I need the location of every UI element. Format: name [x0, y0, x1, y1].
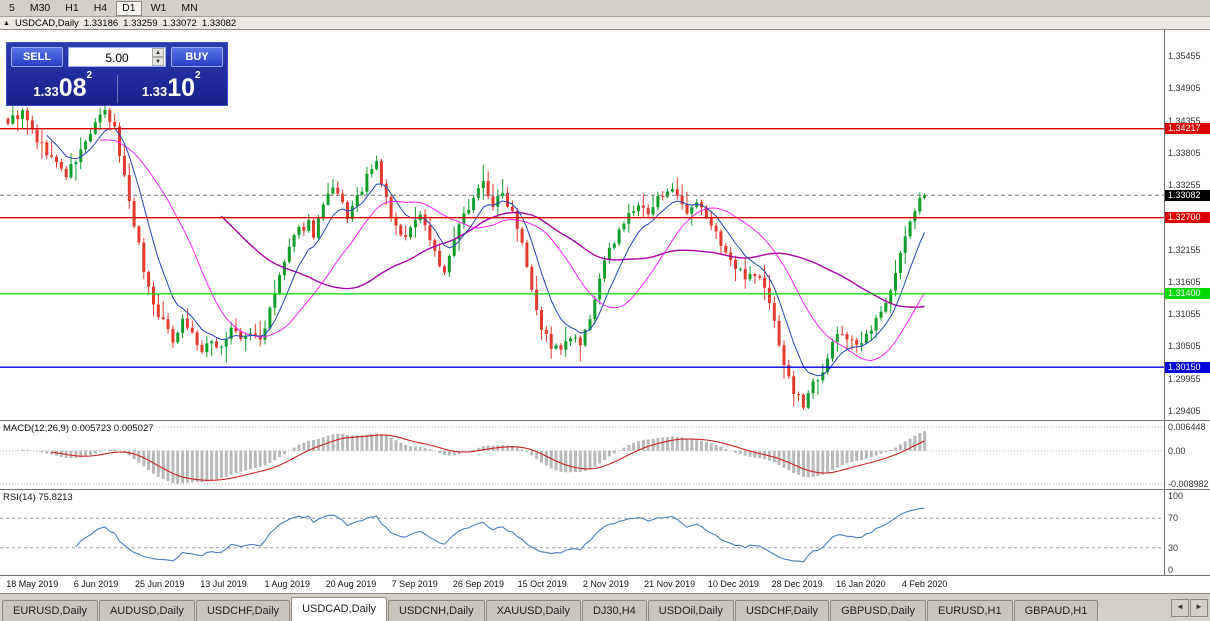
date-label: 2 Nov 2019 — [582, 579, 629, 589]
price-axis-label: 1.29405 — [1168, 405, 1201, 416]
timeframe-button-m30[interactable]: M30 — [29, 1, 51, 14]
tab-scroll-left-button[interactable]: ◄ — [1171, 599, 1189, 617]
date-label: 20 Aug 2019 — [325, 579, 377, 589]
price-line-tag: 1.30150 — [1165, 361, 1210, 373]
price-axis: 1.35455 1.34905 1.34355 1.33805 1.33255 1.327… — [1164, 30, 1210, 420]
macd-indicator-panel[interactable]: MACD(12,26,9) 0.005723 0.005027 0.006448… — [0, 420, 1210, 489]
chart-tab-gbpaud-h1[interactable]: GBPAUD,H1 — [1013, 600, 1099, 621]
buy-button[interactable]: BUY — [171, 47, 223, 67]
chart-tab-dj30-h4[interactable]: DJ30,H4 — [581, 600, 647, 621]
price-axis-label: 1.29955 — [1168, 373, 1201, 384]
bid-ask-divider — [116, 75, 118, 103]
chart-tab-usdcad-daily[interactable]: USDCAD,Daily — [291, 597, 388, 621]
price-axis-label: 1.35455 — [1168, 51, 1201, 62]
price-axis-label: 1.33805 — [1168, 147, 1201, 158]
candlestick-chart[interactable] — [0, 30, 1164, 420]
main-chart-panel[interactable]: 1.35455 1.34905 1.34355 1.33805 1.33255 1.327… — [0, 30, 1210, 420]
date-label: 7 Sep 2019 — [391, 579, 438, 589]
rsi-indicator-panel[interactable]: RSI(14) 75.8213 100 70 30 0 — [0, 489, 1210, 575]
ask-price: 1.33102 — [141, 70, 201, 102]
rsi-axis-label: 70 — [1168, 513, 1179, 524]
chart-tab-usdchf-daily[interactable]: USDCHF,Daily — [195, 600, 291, 621]
date-label: 26 Sep 2019 — [452, 579, 504, 589]
volume-spinner[interactable]: ▲ ▼ — [152, 48, 164, 66]
rsi-axis-label: 30 — [1168, 542, 1179, 553]
timeframe-button-h1[interactable]: H1 — [65, 1, 79, 14]
date-label: 4 Feb 2020 — [901, 579, 948, 589]
ohlc-open: 1.33186 — [83, 17, 119, 29]
chart-tab-audusd-daily[interactable]: AUDUSD,Daily — [98, 600, 195, 621]
price-line-tag: 1.32700 — [1165, 212, 1210, 224]
price-axis-label: 1.31605 — [1168, 276, 1201, 287]
price-line-tag: 1.34217 — [1165, 123, 1210, 135]
date-label: 25 Jun 2019 — [134, 579, 185, 589]
ohlc-high: 1.33259 — [123, 17, 158, 29]
timeframe-toolbar: 5 M30 H1 H4 D1 W1 MN — [0, 0, 1210, 17]
price-axis-label: 1.30505 — [1168, 341, 1201, 352]
sell-button[interactable]: SELL — [11, 47, 63, 67]
price-axis-label: 1.32155 — [1168, 244, 1201, 255]
price-line-tag: 1.31400 — [1165, 288, 1210, 300]
ohlc-low: 1.33072 — [162, 17, 197, 29]
macd-axis-label: 0.00 — [1168, 445, 1186, 456]
date-label: 16 Jan 2020 — [836, 579, 886, 589]
chart-icon: ▲ — [3, 19, 10, 27]
date-axis: 18 May 2019 6 Jun 2019 25 Jun 2019 13 Jul 2… — [0, 575, 1210, 593]
macd-axis: 0.006448 0.00 -0.008982 — [1164, 421, 1210, 489]
spin-up-icon[interactable]: ▲ — [152, 48, 164, 57]
volume-value: 5.00 — [105, 51, 129, 65]
one-click-trading-panel: SELL 5.00 ▲ ▼ BUY 1.33082 1.33102 — [6, 42, 228, 106]
date-label: 10 Dec 2019 — [707, 579, 759, 589]
volume-field[interactable]: 5.00 ▲ ▼ — [68, 47, 166, 67]
timeframe-button-h4[interactable]: H4 — [93, 1, 108, 14]
date-label: 1 Aug 2019 — [264, 579, 310, 589]
timeframe-button-w1[interactable]: W1 — [150, 1, 167, 14]
bid-price: 1.33082 — [33, 70, 93, 102]
chart-tab-usdchf-daily[interactable]: USDCHF,Daily — [734, 600, 830, 621]
chart-title: USDCAD,Daily — [14, 17, 79, 29]
rsi-label: RSI(14) 75.8213 — [3, 492, 73, 503]
rsi-axis-label: 100 — [1168, 491, 1184, 501]
date-label: 28 Dec 2019 — [771, 579, 823, 589]
chart-tab-xauusd-daily[interactable]: XAUUSD,Daily — [485, 600, 581, 621]
timeframe-button-d1[interactable]: D1 — [116, 0, 142, 16]
chart-tab-usdcnh-daily[interactable]: USDCNH,Daily — [388, 600, 485, 621]
macd-axis-label: -0.008982 — [1168, 479, 1209, 489]
chart-tab-eurusd-daily[interactable]: EURUSD,Daily — [2, 600, 98, 621]
chart-titlebar: ▲ USDCAD,Daily 1.33186 1.33259 1.33072 1… — [0, 17, 1210, 30]
price-axis-label: 1.34905 — [1168, 83, 1201, 94]
ohlc-close: 1.33082 — [201, 17, 237, 29]
rsi-chart — [0, 507, 1164, 563]
chart-tab-gbpusd-daily[interactable]: GBPUSD,Daily — [830, 600, 927, 621]
date-label: 15 Oct 2019 — [517, 579, 567, 589]
timeframe-button-5[interactable]: 5 — [9, 1, 15, 14]
timeframe-button-mn[interactable]: MN — [181, 1, 198, 14]
macd-axis-label: 0.006448 — [1168, 422, 1206, 432]
rsi-axis: 100 70 30 0 — [1164, 490, 1210, 575]
macd-chart — [0, 426, 1164, 485]
tab-scroll-buttons: ◄ ► — [1171, 599, 1208, 617]
date-label: 6 Jun 2019 — [73, 579, 119, 589]
date-label: 13 Jul 2019 — [200, 579, 247, 589]
chart-tab-eurusd-h1[interactable]: EURUSD,H1 — [927, 600, 1013, 621]
price-axis-label: 1.34355 — [1168, 115, 1201, 126]
price-axis-label: 1.33255 — [1168, 180, 1201, 191]
date-label: 18 May 2019 — [6, 579, 59, 589]
spin-down-icon[interactable]: ▼ — [152, 57, 164, 66]
price-axis-label: 1.31055 — [1168, 309, 1201, 320]
rsi-axis-label: 0 — [1168, 565, 1174, 575]
date-label: 21 Nov 2019 — [644, 579, 696, 589]
last-price-tag: 1.33082 — [1165, 189, 1210, 201]
chart-tab-bar: EURUSD,Daily AUDUSD,Daily USDCHF,Daily USDC… — [0, 593, 1210, 621]
macd-label: MACD(12,26,9) 0.005723 0.005027 — [3, 423, 154, 434]
chart-tab-usdoil-daily[interactable]: USDOil,Daily — [647, 600, 734, 621]
tab-scroll-right-button[interactable]: ► — [1190, 599, 1208, 617]
